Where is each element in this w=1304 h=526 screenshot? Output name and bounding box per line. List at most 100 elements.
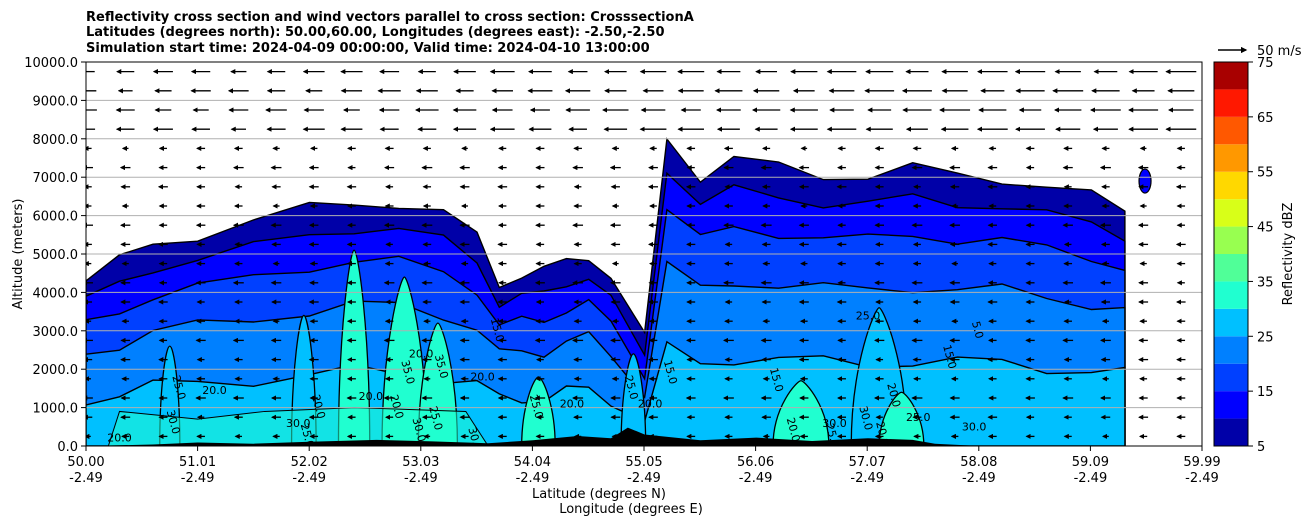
y-tick-label-7: 7000.0	[33, 171, 79, 186]
contour-label-21: 20.0	[638, 398, 663, 411]
colorbar-band-1	[1214, 391, 1248, 419]
x-tick-label-lon-2: -2.49	[292, 471, 326, 486]
contour-label-7: 35.0	[398, 359, 417, 386]
y-tick-label-2: 2000.0	[33, 363, 79, 378]
contour-label-3: 20.0	[202, 384, 227, 397]
contour-label-0: 20.0	[107, 431, 132, 444]
x-tick-label-lat-8: 58.08	[960, 455, 997, 470]
contour-label-20: 15.0	[661, 359, 680, 386]
x-axis-label-longitude: Longitude (degrees E)	[559, 502, 703, 517]
contour-label-28: 20.0	[884, 382, 903, 409]
y-tick-label-9: 9000.0	[33, 94, 79, 109]
y-axis-label: Altitude (meters)	[11, 199, 26, 310]
x-tick-label-lat-0: 50.00	[67, 455, 104, 470]
colorbar-tick-label-3: 35	[1257, 275, 1274, 290]
colorbar-tick-label-7: 75	[1257, 56, 1274, 71]
reflectivity-core-10	[878, 391, 925, 446]
x-tick-label-lon-9: -2.49	[1074, 471, 1108, 486]
contour-label-14: 25.0	[426, 405, 445, 432]
colorbar-band-2	[1214, 363, 1248, 392]
contour-label-10: 30.0	[409, 416, 428, 443]
contour-label-15: 20.0	[470, 371, 495, 384]
x-tick-label-lon-0: -2.49	[69, 471, 103, 486]
x-tick-label-lon-3: -2.49	[404, 471, 438, 486]
contour-label-27: 25.0	[856, 309, 881, 322]
contour-label-23: 5.0	[969, 320, 986, 340]
x-tick-label-lon-4: -2.49	[516, 471, 550, 486]
x-tick-label-lat-1: 51.01	[179, 455, 216, 470]
y-axis: 0.0 1000.0 2000.0 3000.0 4000.0 5000.0 6000.0 7…	[24, 56, 86, 455]
contour-label-19: 25.0	[622, 374, 641, 401]
x-tick-label-lat-10: 59.99	[1183, 455, 1220, 470]
colorbar-band-5	[1214, 281, 1248, 309]
x-tick-label-lon-10: -2.49	[1185, 471, 1219, 486]
contour-label-6: 30.0	[286, 417, 311, 430]
wind-vectors	[86, 68, 1197, 439]
x-tick-label-lon-6: -2.49	[739, 471, 773, 486]
y-tick-label-5: 5000.0	[33, 248, 79, 263]
x-tick-label-lon-8: -2.49	[962, 471, 996, 486]
contour-labels: 20.025.030.020.020.025.030.035.0 35.020.0…	[107, 309, 987, 453]
title-line-3: Simulation start time: 2024-04-09 00:00:…	[86, 41, 650, 56]
contour-label-22: 15.0	[767, 366, 786, 393]
contour-label-25: 15.0	[940, 343, 959, 370]
x-tick-label-lon-1: -2.49	[181, 471, 215, 486]
colorbar-band-13	[1214, 62, 1248, 90]
grid-lines	[86, 99, 1202, 409]
contour-label-11: 30.0	[465, 426, 484, 453]
wind-key: 50 m/s	[1218, 44, 1302, 59]
colorbar-tick-label-2: 25	[1257, 330, 1274, 345]
y-tick-label-4: 4000.0	[33, 286, 79, 301]
colorbar-tick-label-6: 65	[1257, 111, 1274, 126]
y-tick-label-3: 3000.0	[33, 325, 79, 340]
contour-label-13: 20.0	[387, 393, 406, 420]
contour-label-30: 25.0	[906, 411, 931, 424]
x-tick-label-lat-5: 55.05	[625, 455, 662, 470]
colorbar: 5 15 25 35 45 55 65 75	[1213, 56, 1274, 455]
contour-label-5: 25.0	[298, 422, 317, 449]
y-tick-label-10: 10000.0	[24, 56, 78, 71]
x-tick-label-lon-7: -2.49	[850, 471, 884, 486]
colorbar-band-7	[1214, 226, 1248, 254]
isolated-echo-cell	[1138, 168, 1152, 194]
y-tick-label-0: 0.0	[57, 440, 78, 455]
colorbar-tick-label-5: 55	[1257, 166, 1274, 181]
terrain	[86, 427, 980, 446]
contour-label-1: 25.0	[169, 374, 188, 401]
x-tick-label-lat-2: 52.02	[291, 455, 328, 470]
contour-label-16: 15.0	[488, 316, 507, 343]
y-tick-label-1: 1000.0	[33, 402, 79, 417]
colorbar-band-6	[1214, 254, 1248, 282]
colorbar-frame	[1213, 61, 1249, 447]
contour-label-33: 30.0	[962, 421, 987, 434]
colorbar-band-10	[1214, 144, 1248, 172]
contour-label-18: 20.0	[560, 398, 585, 411]
y-tick-label-8: 8000.0	[33, 133, 79, 148]
x-tick-label-lat-6: 56.06	[737, 455, 774, 470]
colorbar-band-9	[1214, 171, 1248, 200]
chart-title: Reflectivity cross section and wind vect…	[86, 10, 694, 56]
contour-label-24: 30.0	[822, 417, 847, 430]
x-axis: 50.00-2.4951.01-2.4952.02-2.4953.03-2.49…	[67, 446, 1221, 486]
title-line-2: Latitudes (degrees north): 50.00,60.00, …	[86, 25, 665, 40]
colorbar-tick-label-4: 45	[1257, 221, 1274, 236]
x-tick-label-lat-4: 54.04	[514, 455, 551, 470]
reflectivity-core-3	[337, 249, 371, 446]
colorbar-label: Reflectivity dBZ	[1281, 203, 1296, 306]
x-axis-label-latitude: Latitude (degrees N)	[532, 487, 666, 502]
title-line-1: Reflectivity cross section and wind vect…	[86, 10, 694, 25]
colorbar-band-12	[1214, 89, 1248, 117]
colorbar-tick-label-1: 15	[1257, 385, 1274, 400]
colorbar-tick-label-0: 5	[1257, 440, 1265, 455]
y-tick-label-6: 6000.0	[33, 210, 79, 225]
wind-key-label: 50 m/s	[1257, 44, 1302, 59]
plot-area: 20.025.030.020.020.025.030.035.0 35.020.0…	[86, 62, 1202, 453]
contour-label-29: 30.0	[856, 405, 875, 432]
contour-label-9: 20.0	[409, 348, 434, 361]
x-tick-label-lat-7: 57.07	[849, 455, 886, 470]
colorbar-band-3	[1214, 336, 1248, 364]
colorbar-band-0	[1214, 418, 1248, 446]
contour-label-12: 20.0	[359, 390, 384, 403]
